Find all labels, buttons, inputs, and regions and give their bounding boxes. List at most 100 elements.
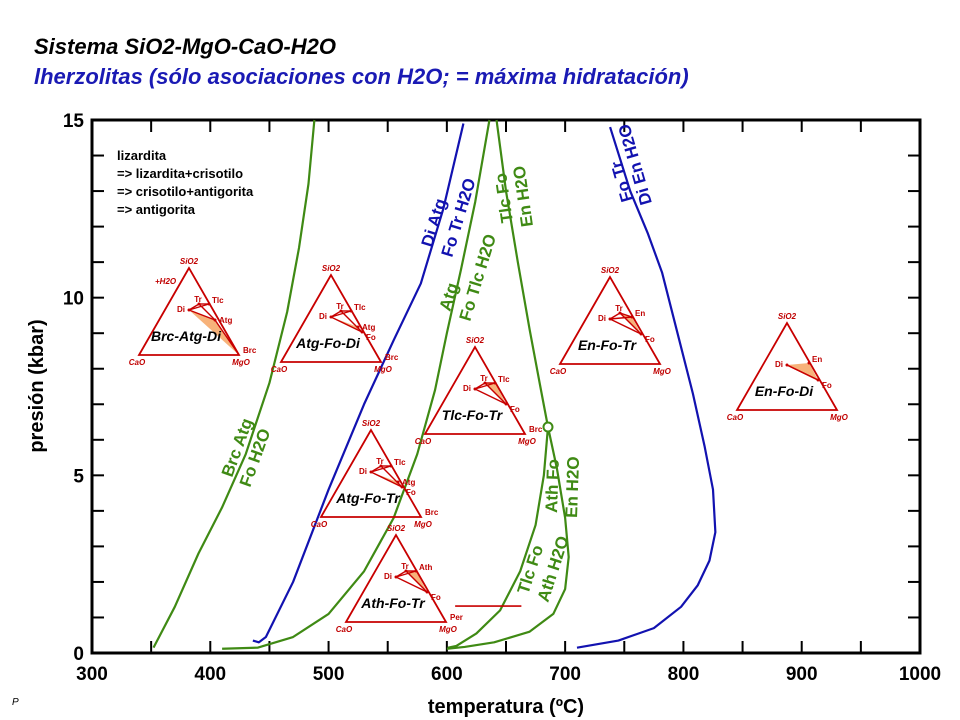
vertex-label: SiO2 xyxy=(180,257,199,266)
tie-line xyxy=(609,312,621,320)
phase-point xyxy=(360,330,364,334)
phase-label: Tr xyxy=(194,295,202,304)
tie-line xyxy=(340,310,363,333)
phase-label: En xyxy=(812,355,822,364)
tie-line xyxy=(395,570,417,578)
phase-point xyxy=(608,317,612,321)
x-axis-label: temperatura (ºC) xyxy=(428,696,584,718)
ternary-ath-fo-tr: SiO2 CaO MgO Per Di Tr Ath Fo Ath-Fo-Tr xyxy=(336,524,463,634)
legend-entry: => lizardita+crisotilo xyxy=(117,166,243,181)
vertex-label: CaO xyxy=(550,367,567,376)
vertex-label: SiO2 xyxy=(387,524,406,533)
phase-point xyxy=(414,569,418,573)
assemblage-name: En-Fo-Tr xyxy=(578,337,638,353)
phase-point xyxy=(630,315,634,319)
x-tick-label: 800 xyxy=(668,664,700,685)
vertex-label: CaO xyxy=(271,365,288,374)
footnote: P xyxy=(12,697,19,708)
tie-line xyxy=(395,576,428,593)
phase-label: Fo xyxy=(822,381,832,390)
assemblage-name: Tlc-Fo-Tr xyxy=(442,407,504,423)
phase-label: Fo xyxy=(406,488,416,497)
vertex-label: MgO xyxy=(439,625,458,634)
phase-point xyxy=(404,569,408,573)
chart-title: Sistema SiO2-MgO-CaO-H2O xyxy=(34,34,336,59)
reaction-curve-3 xyxy=(222,119,491,650)
phase-label: Tlc xyxy=(212,296,224,305)
ternary-tlc-fo-tr: SiO2 CaO MgO Brc Di Tr Tlc Fo Tlc-Fo-Tr xyxy=(415,336,543,446)
vertex-label: SiO2 xyxy=(466,336,485,345)
phase-label: +H2O xyxy=(155,277,177,286)
phase-label: Tr xyxy=(401,562,409,571)
phase-point xyxy=(483,381,487,385)
phase-point xyxy=(425,590,429,594)
invariant-point-marker xyxy=(542,421,554,433)
phase-point xyxy=(493,381,497,385)
tie-line xyxy=(330,316,363,333)
phase-point xyxy=(197,302,201,306)
phase-point xyxy=(213,318,217,322)
phase-label: Per xyxy=(450,613,463,622)
x-tick-label: 1000 xyxy=(899,664,941,685)
legend-entry: => antigorita xyxy=(117,202,196,217)
reaction-curve-5 xyxy=(447,426,550,649)
phase-point xyxy=(329,315,333,319)
ternary-diagrams: SiO2 CaO MgO Brc +H2O Di Tr Tlc Atg Brc-Atg-Di SiO… xyxy=(129,257,849,634)
tie-line xyxy=(380,465,403,488)
vertex-label: CaO xyxy=(415,437,432,446)
tie-line xyxy=(188,303,210,311)
phase-label: Di xyxy=(775,360,783,369)
phase-point xyxy=(379,464,383,468)
triangle-outline xyxy=(137,266,241,356)
y-tick-label: 5 xyxy=(73,466,84,487)
axes: 300 400 500 600 700 800 900 1000 0 5 10 15 xyxy=(63,111,941,685)
phase-point xyxy=(349,309,353,313)
phase-label: Di xyxy=(177,305,185,314)
phase-label: Fo xyxy=(510,405,520,414)
phase-label: Atg xyxy=(402,478,415,487)
phase-label: Fo xyxy=(645,335,655,344)
phase-label: Di xyxy=(319,312,327,321)
vertex-label: MgO xyxy=(518,437,537,446)
y-tick-label: 15 xyxy=(63,111,85,132)
tie-line xyxy=(474,382,496,390)
vertex-label: MgO xyxy=(830,413,849,422)
y-tick-label: 0 xyxy=(73,644,84,665)
phase-label: Di xyxy=(359,467,367,476)
tie-line xyxy=(474,388,507,405)
x-tick-label: 600 xyxy=(431,664,463,685)
assemblage-name: Brc-Atg-Di xyxy=(151,328,222,344)
phase-label: Di xyxy=(384,572,392,581)
vertex-label: SiO2 xyxy=(322,264,341,273)
x-tick-label: 300 xyxy=(76,664,108,685)
vertex-label: MgO xyxy=(374,365,393,374)
triangle-outline xyxy=(344,533,448,623)
tie-line xyxy=(405,570,428,593)
ternary-brc-atg-di: SiO2 CaO MgO Brc +H2O Di Tr Tlc Atg Brc-Atg-Di xyxy=(129,257,257,367)
ternary-en-fo-tr: SiO2 CaO MgO Di Tr En Fo En-Fo-Tr xyxy=(550,266,672,376)
phase-point xyxy=(207,302,211,306)
assemblage-name: Ath-Fo-Tr xyxy=(360,595,426,611)
reaction-curve-7 xyxy=(576,126,717,649)
phase-point xyxy=(400,485,404,489)
tie-line xyxy=(214,319,240,356)
triangle-outline xyxy=(558,275,662,365)
x-tick-label: 700 xyxy=(549,664,581,685)
phase-point xyxy=(807,361,811,365)
phase-label: Tr xyxy=(615,304,623,313)
vertex-label: SiO2 xyxy=(601,266,620,275)
phase-label: Brc xyxy=(385,353,399,362)
phase-point xyxy=(618,311,622,315)
ternary-en-fo-di: SiO2 CaO MgO Di En Fo En-Fo-Di xyxy=(727,312,849,422)
tie-line xyxy=(484,382,507,405)
phase-point xyxy=(504,402,508,406)
x-tick-label: 900 xyxy=(786,664,818,685)
legend-entry: => crisotilo+antigorita xyxy=(117,184,254,199)
phase-label: Di xyxy=(598,314,606,323)
phase-label: Di xyxy=(463,384,471,393)
y-axis-label: presión (kbar) xyxy=(26,319,48,452)
phase-label: Tlc xyxy=(354,303,366,312)
vertex-label: MgO xyxy=(232,358,251,367)
